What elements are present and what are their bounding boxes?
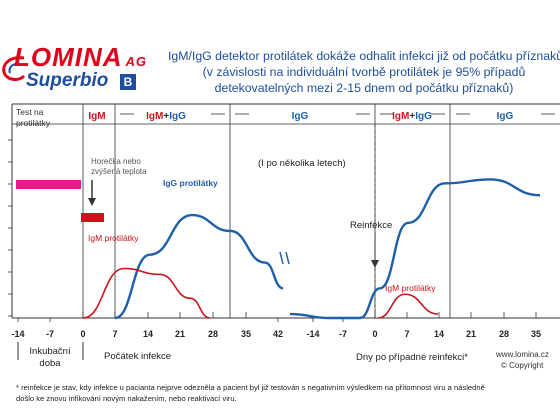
x-tick-label: 28: [499, 329, 509, 339]
fever-label-2: zvýšená teplota: [91, 167, 147, 176]
reinfection-arrow-head: [371, 260, 379, 268]
igm-curve-first: [82, 267, 211, 319]
x-tick-label: 35: [241, 329, 251, 339]
footnote: * reinfekce je stav, kdy infekce u pacia…: [16, 382, 485, 404]
incubation-label-2: doba: [39, 358, 61, 369]
phase-label: IgM+IgG: [392, 111, 432, 122]
igm-series-label-2: IgM protilátky: [385, 283, 436, 293]
footnote-line-2: došlo ke znovu infikování novým nakažení…: [16, 394, 237, 403]
igg-curve-reinfection: [289, 178, 541, 320]
axis-break-mark: [285, 251, 290, 265]
phase-label: IgM+IgG: [146, 111, 186, 122]
swirl-icon: [2, 56, 26, 81]
x-tick-label: 14: [143, 329, 153, 339]
fever-label-1: Horečka nebo: [91, 157, 141, 166]
phase-label: IgM: [88, 111, 105, 122]
igg-curve-first: [114, 213, 284, 320]
phase-label: IgG: [292, 111, 309, 122]
igm-early-bar: [81, 213, 104, 222]
x-tick-label: 21: [175, 329, 185, 339]
x-tick-label: -14: [11, 329, 24, 339]
fever-bar: [16, 180, 81, 189]
website-label: www.lomina.cz: [495, 350, 549, 359]
axis-break-mark: [279, 251, 284, 265]
headline: IgM/IgG detektor protilátek dokáže odhal…: [168, 48, 560, 96]
headline-line-2: (v závislosti na individuální tvorbě pro…: [202, 65, 526, 79]
y-axis-label-1: Test na: [16, 107, 44, 117]
logo-product: Superbio: [26, 70, 109, 91]
headline-line-3: detekovatelných mezi 2-15 dnem od počátk…: [214, 81, 514, 95]
headline-line-1: IgM/IgG detektor protilátek dokáže odhal…: [168, 49, 560, 63]
x-tick-label: 21: [466, 329, 476, 339]
phase-label: IgG: [497, 111, 514, 122]
years-annotation: (I po několika letech): [258, 158, 346, 169]
reinfection-label: Reinfekce: [350, 220, 392, 231]
y-axis-label-2: protilátky: [16, 118, 51, 128]
x-tick-label: -7: [46, 329, 54, 339]
x-axis-label-right: Dny po případné reinfekci*: [356, 352, 468, 363]
igg-series-label: IgG protilátky: [163, 178, 218, 188]
igm-curve-reinfection: [377, 293, 439, 319]
x-tick-label: -14: [306, 329, 319, 339]
x-tick-label: 28: [208, 329, 218, 339]
x-tick-label: 14: [434, 329, 444, 339]
x-tick-label: 35: [531, 329, 541, 339]
copyright-label: © Copyright: [501, 361, 544, 370]
x-tick-label: -7: [339, 329, 347, 339]
igm-series-label-1: IgM protilátky: [88, 233, 139, 243]
footnote-line-1: * reinfekce je stav, kdy infekce u pacia…: [16, 383, 485, 392]
x-tick-label: 0: [80, 329, 85, 339]
logo-mark-icon: B: [120, 74, 136, 90]
logo-wordmark: LOMINA AG: [14, 42, 148, 72]
x-tick-label: 7: [404, 329, 409, 339]
x-tick-label: 7: [112, 329, 117, 339]
lomina-logo: LOMINA AG Superbio B: [0, 42, 150, 100]
fever-arrow-head: [88, 198, 96, 206]
x-tick-label: 42: [273, 329, 283, 339]
x-axis-label-left: Počátek infekce: [104, 351, 171, 362]
incubation-label-1: Inkubační: [29, 346, 71, 357]
x-tick-label: 0: [372, 329, 377, 339]
